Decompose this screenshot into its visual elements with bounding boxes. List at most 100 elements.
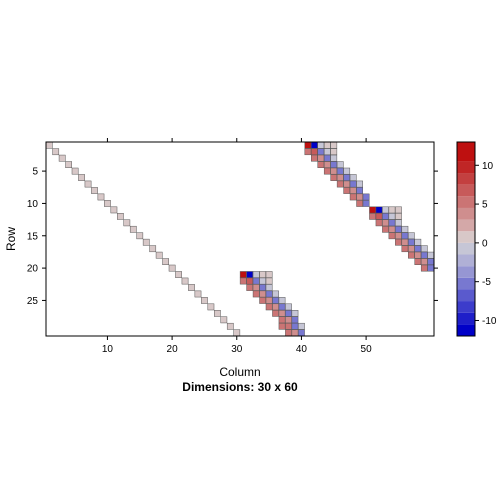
matrix-cell xyxy=(349,187,357,194)
matrix-cell xyxy=(356,193,363,201)
colorbar-swatch xyxy=(457,173,475,185)
matrix-cell xyxy=(278,310,286,317)
matrix-cell xyxy=(291,322,299,330)
matrix-cell xyxy=(123,219,131,227)
y-axis-ticks: 5 10 15 20 25 xyxy=(27,167,438,307)
colorbar-swatch xyxy=(457,142,475,162)
matrix-cell xyxy=(220,316,228,324)
x-axis-title: Column xyxy=(219,365,260,379)
matrix-cell xyxy=(343,167,351,175)
matrix-cell xyxy=(91,187,98,194)
matrix-cell xyxy=(414,258,422,265)
matrix-cell xyxy=(65,161,72,168)
colorbar xyxy=(457,142,475,336)
matrix-cell xyxy=(252,284,260,291)
matrix-cell xyxy=(110,206,118,214)
matrix-cell xyxy=(246,271,254,278)
colorbar-swatch xyxy=(457,161,475,174)
matrix-cell xyxy=(188,284,195,291)
matrix-cell xyxy=(420,258,428,265)
plot-frame xyxy=(45,141,435,337)
matrix-cell xyxy=(285,310,292,317)
matrix-cell xyxy=(414,238,422,246)
matrix-cell xyxy=(142,238,150,246)
colorbar-swatch xyxy=(457,312,475,325)
matrix-cell xyxy=(265,290,273,298)
matrix-cell xyxy=(388,213,396,220)
matrix-cell xyxy=(382,219,389,227)
colorbar-swatch xyxy=(457,289,475,302)
matrix-cell xyxy=(162,258,169,265)
matrix-cell xyxy=(104,200,111,207)
x-axis-ticks: 10 20 30 40 50 xyxy=(102,138,372,355)
matrix-cell xyxy=(336,174,344,181)
matrix-cell xyxy=(233,329,241,337)
matrix-cell xyxy=(239,277,247,285)
matrix-cell xyxy=(298,322,305,330)
matrix-cell xyxy=(311,141,318,149)
matrix-cell xyxy=(382,206,389,214)
matrix-cell xyxy=(323,161,331,168)
matrix-cell xyxy=(45,141,53,149)
matrix-cell xyxy=(259,297,266,304)
matrix-cell xyxy=(155,251,163,259)
matrix-cell xyxy=(408,232,415,240)
matrix-cell xyxy=(278,303,286,311)
matrix-cell xyxy=(427,251,435,259)
matrix-cell xyxy=(181,277,189,285)
x-tick-label: 10 xyxy=(102,344,114,355)
matrix-cell xyxy=(330,161,338,168)
matrix-cell xyxy=(401,238,409,246)
x-tick-label: 50 xyxy=(361,344,373,355)
colorbar-swatch xyxy=(457,242,475,255)
colorbar-ticks: 10 5 0 -5 -10 xyxy=(475,161,497,327)
matrix-cell xyxy=(420,251,428,259)
matrix-cell xyxy=(330,148,338,156)
matrix-cell xyxy=(356,180,363,188)
matrix-cell xyxy=(117,213,124,220)
matrix-cell xyxy=(84,180,92,188)
matrix-cell xyxy=(408,251,415,259)
matrix-cell xyxy=(375,206,383,214)
matrix-cell xyxy=(239,271,247,278)
x-tick-label: 20 xyxy=(167,344,179,355)
matrix-cell xyxy=(382,213,389,220)
matrix-cell xyxy=(149,245,157,253)
matrix-cell xyxy=(388,219,396,227)
matrix-cell xyxy=(317,141,325,149)
matrix-cell xyxy=(175,271,182,278)
matrix-cell xyxy=(207,303,215,311)
matrix-cell xyxy=(265,303,273,311)
matrix-cell xyxy=(259,271,266,278)
colorbar-swatch xyxy=(457,184,475,197)
matrix-cell xyxy=(336,167,344,175)
matrix-cell xyxy=(278,322,286,330)
colorbar-swatch xyxy=(457,207,475,220)
colorbar-swatch xyxy=(457,196,475,208)
matrix-cell xyxy=(395,206,402,214)
matrix-cell xyxy=(336,180,344,188)
matrix-cell xyxy=(285,303,292,311)
matrix-cell xyxy=(323,148,331,156)
matrix-cell xyxy=(362,193,370,201)
matrix-cell xyxy=(304,148,312,156)
matrix-cell xyxy=(427,258,435,265)
matrix-cell xyxy=(375,219,383,227)
matrix-cell xyxy=(330,174,338,181)
x-tick-label: 40 xyxy=(296,344,308,355)
matrix-cell xyxy=(246,277,254,285)
matrix-cell xyxy=(58,154,66,162)
matrix-cell xyxy=(382,225,389,233)
colorbar-swatch xyxy=(457,324,475,336)
matrix-cell xyxy=(395,232,402,240)
matrix-cell xyxy=(414,251,422,259)
matrix-cell xyxy=(420,245,428,253)
matrix-cell xyxy=(52,148,60,156)
matrix-cell xyxy=(330,154,338,162)
matrix-cell xyxy=(375,213,383,220)
matrix-cell xyxy=(388,206,396,214)
matrix-cell xyxy=(298,329,305,337)
matrix-cell xyxy=(272,297,279,304)
y-tick-label: 25 xyxy=(27,296,39,307)
